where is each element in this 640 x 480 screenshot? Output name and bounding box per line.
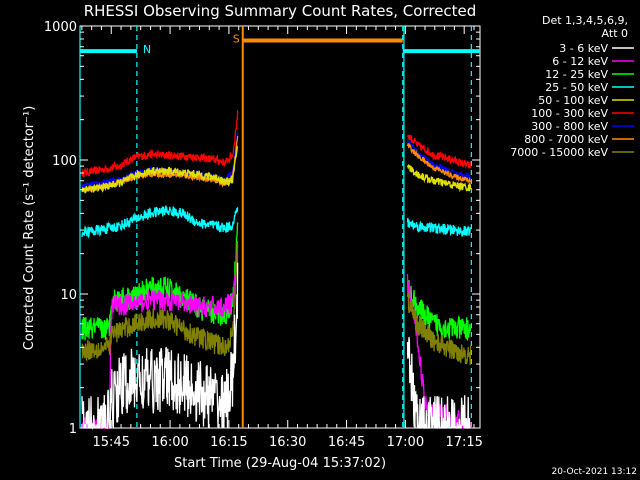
y-tick-label: 100 [52, 154, 77, 169]
legend-label: 50 - 100 keV [538, 94, 608, 107]
x-tick-label: 16:00 [151, 435, 188, 450]
series-line [406, 292, 472, 365]
legend-label: 3 - 6 keV [559, 42, 608, 55]
series-group [81, 110, 472, 430]
y-tick-label: 1 [69, 422, 77, 437]
legend-header: Det 1,3,4,5,6,9, [542, 14, 628, 27]
x-tick-label: 15:45 [93, 435, 130, 450]
legend-label: 300 - 800 keV [531, 120, 608, 133]
y-axis-label: Corrected Count Rate (s⁻¹ detector⁻¹) [22, 106, 37, 351]
x-axis-label: Start Time (29-Aug-04 15:37:02) [174, 456, 386, 471]
flag-label: S [233, 32, 240, 45]
series-line [81, 144, 239, 194]
flag-label: N [143, 43, 151, 56]
x-tick-label: 17:15 [445, 435, 482, 450]
y-tick-label: 10 [60, 288, 77, 303]
series-line [406, 337, 471, 430]
series-line [406, 217, 472, 237]
x-tick-label: 17:00 [387, 435, 424, 450]
x-axis-ticks: 15:45 16:00 16:15 16:30 16:45 17:00 17:15 [81, 26, 483, 450]
x-tick-label: 16:30 [269, 435, 306, 450]
y-tick-label: 1000 [44, 20, 77, 35]
series-line [406, 134, 472, 169]
time-markers [79, 26, 472, 428]
legend-label: 800 - 7000 keV [524, 133, 608, 146]
x-tick-label: 16:15 [210, 435, 247, 450]
y-axis-ticks: 1 10 100 1000 [44, 20, 480, 437]
legend-label: 25 - 50 keV [545, 81, 608, 94]
flag-bars: NS [80, 32, 480, 56]
legend-label: 100 - 300 keV [531, 107, 608, 120]
series-line [81, 262, 239, 430]
series-line [406, 164, 472, 193]
series-line [81, 240, 239, 363]
legend-label: 12 - 25 keV [545, 68, 608, 81]
legend-label: 7000 - 15000 keV [510, 146, 608, 159]
series-line [81, 110, 239, 178]
date-stamp: 20-Oct-2021 13:12 [552, 467, 637, 477]
series-line [406, 279, 472, 341]
chart-title: RHESSI Observing Summary Count Rates, Co… [84, 2, 477, 20]
x-tick-label: 16:45 [328, 435, 365, 450]
series-line [81, 205, 239, 239]
legend-label: 6 - 12 keV [552, 55, 608, 68]
series-line [406, 142, 472, 185]
legend-header: Att 0 [602, 27, 628, 40]
